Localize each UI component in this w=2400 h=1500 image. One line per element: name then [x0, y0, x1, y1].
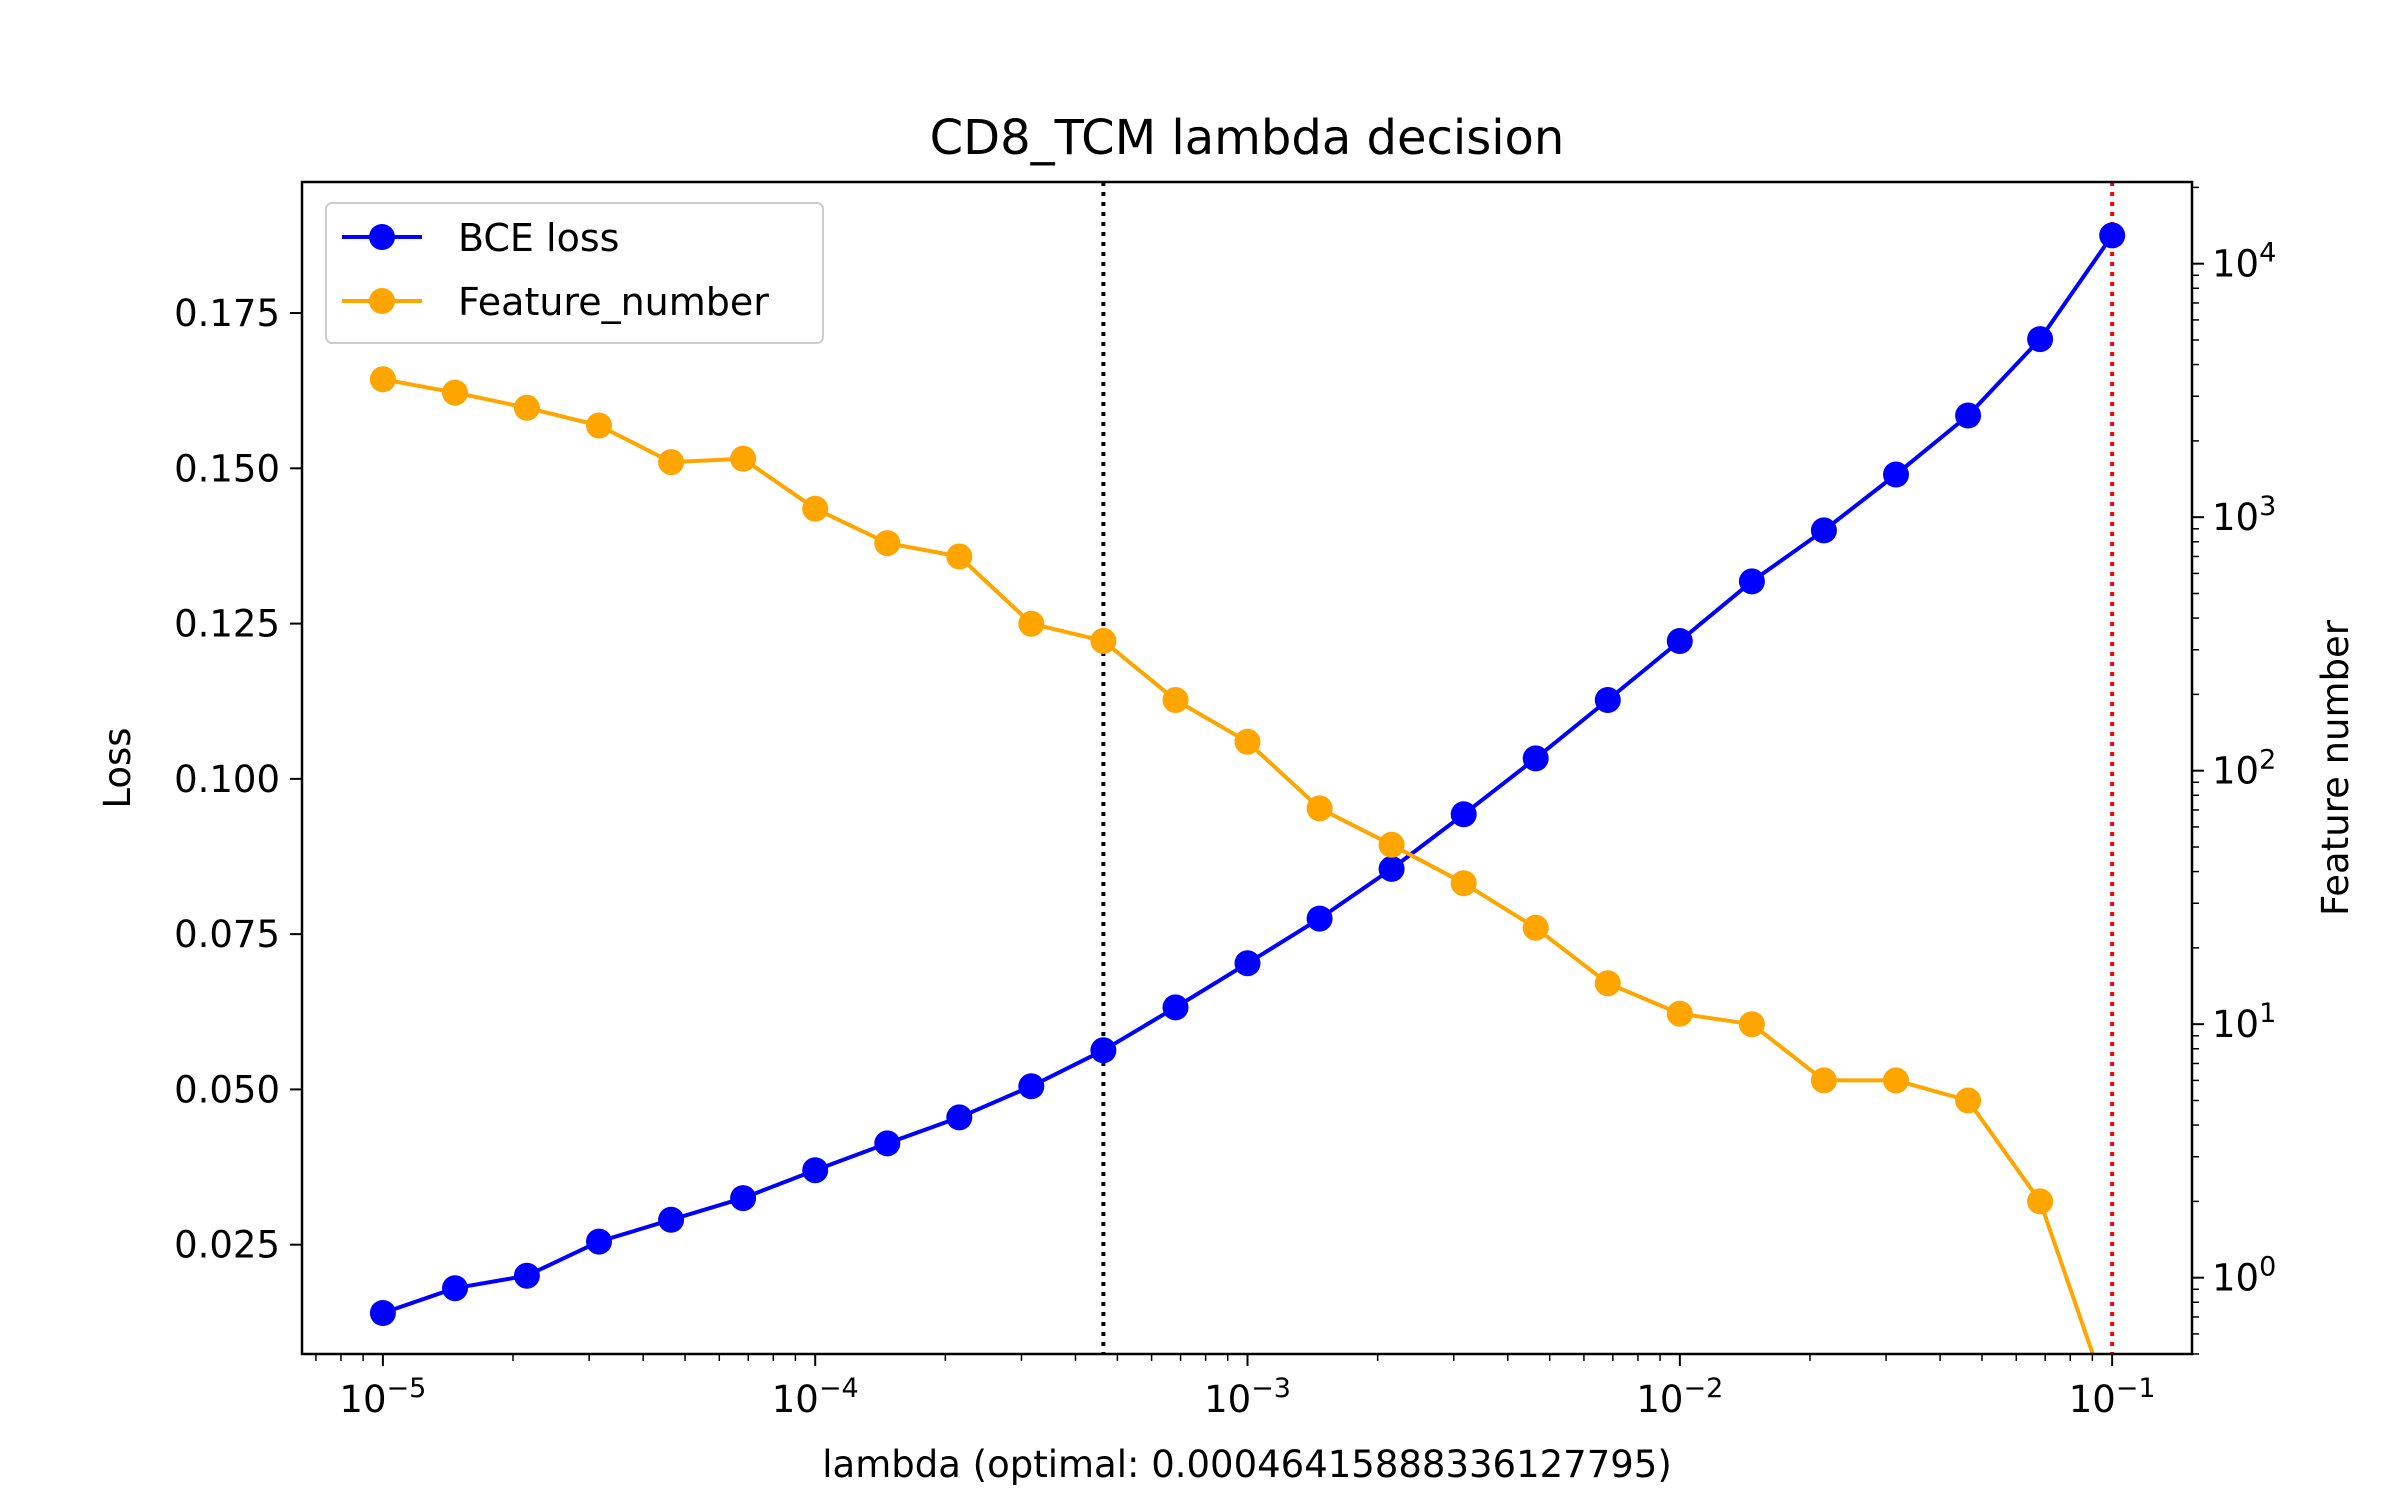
bce-loss-point	[1450, 801, 1477, 828]
bce-loss-point	[730, 1185, 757, 1212]
x-tick-label: 10−3	[1204, 1373, 1291, 1421]
y-left-axis-ticks: 0.025 0.050 0.075 0.100 0.125 0.150 0.175	[174, 292, 302, 1267]
feature-number-point	[1234, 728, 1261, 755]
y-right-tick-label: 101	[2212, 998, 2276, 1046]
y-right-tick-label: 103	[2212, 491, 2276, 539]
x-axis-ticks: 10−5 10−4 10−3 10−2 10−1	[315, 1354, 2156, 1421]
feature-number-line	[382, 377, 2095, 1354]
feature-number-point	[1162, 687, 1189, 713]
feature-number-point	[1090, 627, 1117, 654]
y-left-axis-label: Loss	[96, 727, 139, 808]
feature-number-point	[1883, 1067, 1909, 1094]
y-right-axis-label: Feature number	[2314, 619, 2357, 916]
feature-number-point	[442, 379, 468, 406]
y-right-tick-label: 100	[2212, 1252, 2276, 1300]
legend-marker-bce	[369, 224, 395, 250]
feature-number-point	[658, 449, 685, 476]
series-layer	[369, 222, 2126, 1354]
feature-number-point	[946, 543, 973, 570]
plot-frame	[300, 180, 2194, 1356]
feature-number-point	[513, 394, 540, 421]
x-tick-label: 10−4	[772, 1373, 859, 1421]
feature-number-point	[874, 530, 901, 557]
feature-number-point	[1955, 1087, 1982, 1114]
x-axis-label: lambda (optimal: 0.00046415888336127795)	[822, 1443, 1672, 1486]
bce-loss-point	[442, 1275, 468, 1302]
bce-loss-point	[1378, 855, 1405, 882]
bce-loss-point	[874, 1130, 901, 1157]
bce-loss-point	[802, 1157, 829, 1184]
bce-loss-point	[1306, 905, 1333, 932]
x-tick-label: 10−5	[339, 1373, 426, 1421]
bce-loss-point	[1666, 628, 1693, 654]
legend-marker-feature	[369, 288, 395, 314]
bce-loss-point	[2099, 222, 2126, 249]
y-left-tick-label: 0.075	[174, 913, 280, 956]
bce-loss-point	[586, 1228, 612, 1255]
legend-box	[325, 202, 824, 344]
y-left-tick-label: 0.150	[174, 447, 280, 490]
feature-number-point	[1738, 1011, 1765, 1038]
feature-number-point	[1522, 914, 1549, 941]
feature-number-point	[1306, 795, 1333, 822]
bce-loss-point	[1738, 568, 1765, 595]
bce-loss-point	[1018, 1073, 1045, 1100]
bce-loss-point	[658, 1206, 685, 1233]
bce-loss-point	[1234, 950, 1261, 977]
feature-number-point	[1810, 1067, 1837, 1094]
feature-number-point	[1666, 1000, 1693, 1027]
chart-title: CD8_TCM lambda decision	[930, 110, 1565, 166]
feature-number-point	[586, 412, 612, 439]
y-left-tick-label: 0.100	[174, 758, 280, 801]
bce-loss-point	[946, 1104, 973, 1131]
y-left-tick-label: 0.050	[174, 1068, 280, 1111]
bce-loss-point	[1090, 1037, 1117, 1064]
feature-number-point	[1594, 970, 1621, 997]
bce-loss-point	[2027, 326, 2054, 353]
y-right-tick-label: 102	[2212, 745, 2276, 793]
reference-lines	[1101, 182, 2115, 1354]
bce-loss-point	[513, 1262, 540, 1289]
legend-label-bce: BCE loss	[458, 216, 619, 260]
feature-number-point	[730, 445, 757, 472]
feature-number-point	[369, 366, 396, 393]
feature-number-point	[802, 495, 829, 522]
legend: BCE loss Feature_number	[325, 202, 824, 344]
y-right-axis-ticks: 100 101 102 103 104	[2192, 186, 2276, 1355]
bce-loss-point	[1810, 517, 1837, 544]
bce-loss-point	[1955, 402, 1982, 429]
feature-number-point	[1450, 870, 1477, 897]
bce-loss-point	[1883, 461, 1909, 488]
legend-label-feature: Feature_number	[458, 280, 769, 324]
bce-loss-point	[369, 1300, 396, 1326]
y-left-tick-label: 0.125	[174, 603, 280, 646]
y-left-tick-label: 0.025	[174, 1224, 280, 1267]
feature-number-point	[1378, 831, 1405, 858]
bce-loss-point	[1594, 687, 1621, 713]
x-tick-label: 10−2	[1636, 1373, 1723, 1421]
bce-loss-point	[1522, 745, 1549, 772]
bce-loss-point	[1162, 994, 1189, 1021]
bce-loss-line	[382, 234, 2114, 1315]
x-tick-label: 10−1	[2069, 1373, 2156, 1421]
feature-number-point	[1018, 610, 1045, 637]
feature-number-point	[2027, 1188, 2054, 1215]
y-right-tick-label: 104	[2212, 238, 2276, 286]
y-left-tick-label: 0.175	[174, 292, 280, 335]
